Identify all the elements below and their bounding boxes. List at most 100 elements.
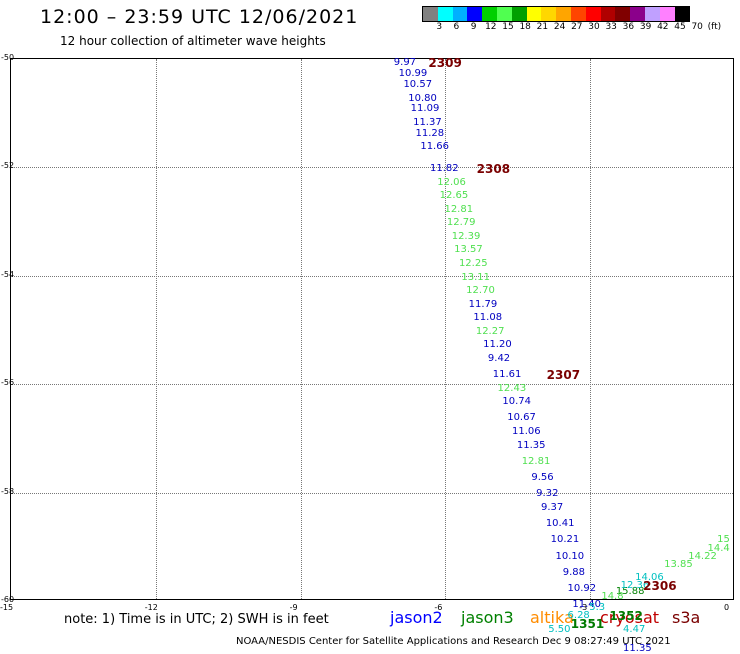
- wave-height-value: 12.65: [439, 190, 469, 202]
- wave-height-value: 9.56: [531, 472, 554, 484]
- wave-height-value: 13.57: [454, 244, 483, 256]
- grid-line-vertical: [445, 59, 447, 599]
- wave-height-value: 14.06: [635, 572, 664, 584]
- color-scale-label: 18: [519, 22, 531, 32]
- pass-time-label: 1352: [609, 609, 643, 624]
- x-tick-label: -3: [579, 603, 588, 612]
- wave-height-value: 11.79: [468, 298, 498, 310]
- pass-time-label: 2307: [546, 368, 581, 383]
- wave-height-value: 10.67: [507, 412, 536, 424]
- wave-height-value: 10.80: [408, 92, 437, 104]
- y-tick-label: -60: [1, 595, 15, 604]
- x-tick-label: -6: [434, 603, 443, 612]
- color-scale-label: 24: [553, 22, 566, 32]
- wave-height-value: 10.57: [403, 79, 433, 91]
- wave-height-value: 10.21: [550, 534, 580, 546]
- wave-height-value: 5.50: [548, 623, 571, 635]
- pass-time-label: 1351: [570, 617, 605, 632]
- y-tick-label: -58: [1, 486, 15, 496]
- color-swatch-12: [600, 7, 616, 21]
- grid-line-horizontal: [11, 492, 733, 494]
- color-swatch-9: [556, 7, 571, 21]
- color-swatch-2: [452, 7, 468, 21]
- legend-s3a: s3a: [672, 608, 701, 627]
- wave-height-value: 11.06: [512, 425, 541, 437]
- wave-height-value: 11.61: [492, 369, 522, 381]
- wave-height-value: 11.28: [415, 127, 445, 139]
- wave-height-value: 12.43: [497, 382, 527, 394]
- wave-height-value: 11.09: [410, 103, 440, 115]
- wave-height-value: 10.10: [555, 550, 585, 562]
- legend-altika: altika: [530, 608, 574, 627]
- color-swatch-3: [467, 7, 483, 21]
- x-tick-label: -15: [0, 603, 14, 612]
- wave-height-value: 10.74: [502, 396, 532, 408]
- wave-height-value: 12.70: [466, 285, 495, 297]
- wave-height-value: 11.35: [623, 642, 652, 654]
- wave-height-value: 9.32: [536, 488, 559, 500]
- color-scale-label: 45: [674, 22, 686, 32]
- x-tick-label: -12: [144, 603, 158, 612]
- wave-height-value: 15: [717, 534, 730, 546]
- legend-cryosat: cryosat: [600, 608, 660, 627]
- wave-height-value: 15.88: [615, 585, 645, 597]
- pass-time-label: 2308: [476, 162, 511, 177]
- grid-line-horizontal: [11, 384, 733, 386]
- color-swatch-10: [570, 7, 586, 21]
- color-scale-label: 36: [622, 22, 635, 32]
- footer-credit: NOAA/NESDIS Center for Satellite Applica…: [236, 636, 671, 647]
- wave-height-value: 12.06: [437, 176, 466, 188]
- wave-height-value: 11.08: [473, 312, 503, 324]
- y-tick-label: -52: [1, 161, 15, 171]
- wave-height-value: 12.81: [521, 455, 551, 467]
- wave-height-value: 6.28: [567, 610, 590, 622]
- color-swatch-0: [423, 7, 438, 21]
- x-tick-label: -9: [289, 603, 298, 612]
- color-swatch-15: [644, 7, 660, 21]
- grid-line-vertical: [590, 59, 592, 599]
- wave-height-value: 11.37: [413, 117, 442, 129]
- wave-height-value: 11.40: [572, 599, 601, 611]
- color-scale-label: 70: [691, 22, 703, 32]
- grid-line-horizontal: [11, 275, 733, 277]
- color-swatch-6: [511, 7, 527, 21]
- color-swatch-7: [526, 7, 542, 21]
- color-swatch-11: [585, 7, 601, 21]
- color-scale-labels: 3 6 9 12 15 18 21 24 27 30 33 36 39 42 45 70 (ft): [422, 22, 740, 34]
- grid-line-vertical: [155, 59, 157, 599]
- map-subtitle: 12 hour collection of altimeter wave hei…: [60, 34, 326, 48]
- wave-height-value: 11.66: [420, 141, 449, 153]
- pass-time-label: 2309: [428, 56, 462, 71]
- color-scale-label: 27: [571, 22, 583, 32]
- color-swatch-5: [496, 7, 512, 21]
- x-tick-label: 0: [724, 603, 730, 612]
- grid-line-horizontal: [11, 167, 733, 169]
- grid-line-vertical: [300, 59, 302, 599]
- wave-height-value: 9.88: [562, 566, 585, 578]
- wave-height-value: 9.42: [487, 352, 511, 364]
- wave-height-value: 14.22: [688, 550, 717, 562]
- color-scale-label: 42: [657, 22, 669, 32]
- wave-height-value: 9.97: [393, 57, 417, 69]
- legend-jason3: jason3: [461, 608, 514, 627]
- note-text: note: 1) Time is in UTC; 2) SWH is in fe…: [64, 612, 329, 627]
- wave-height-value: 10.41: [545, 518, 575, 530]
- wave-height-value: 12.36: [620, 580, 650, 592]
- wave-height-value: 12.81: [444, 203, 474, 215]
- wave-height-value: 11.82: [429, 163, 459, 175]
- wave-height-value: 11.35: [516, 439, 546, 451]
- color-swatch-4: [482, 7, 497, 21]
- wave-height-value: 12.27: [475, 325, 505, 337]
- color-scale-label: 6: [453, 22, 460, 32]
- wave-height-value: 12.39: [451, 230, 481, 242]
- wave-height-value: 12.79: [446, 217, 476, 229]
- color-swatch-8: [541, 7, 557, 21]
- color-scale-label: 30: [588, 22, 600, 32]
- wave-height-value: 9.37: [541, 501, 564, 513]
- wave-height-value: 13.85: [664, 558, 693, 570]
- wave-height-value: 13.11: [461, 271, 490, 283]
- map-plot-area: [10, 58, 734, 600]
- y-tick-label: -50: [1, 53, 15, 62]
- color-scale-bar: [422, 6, 691, 22]
- color-scale-label: (ft): [707, 22, 722, 32]
